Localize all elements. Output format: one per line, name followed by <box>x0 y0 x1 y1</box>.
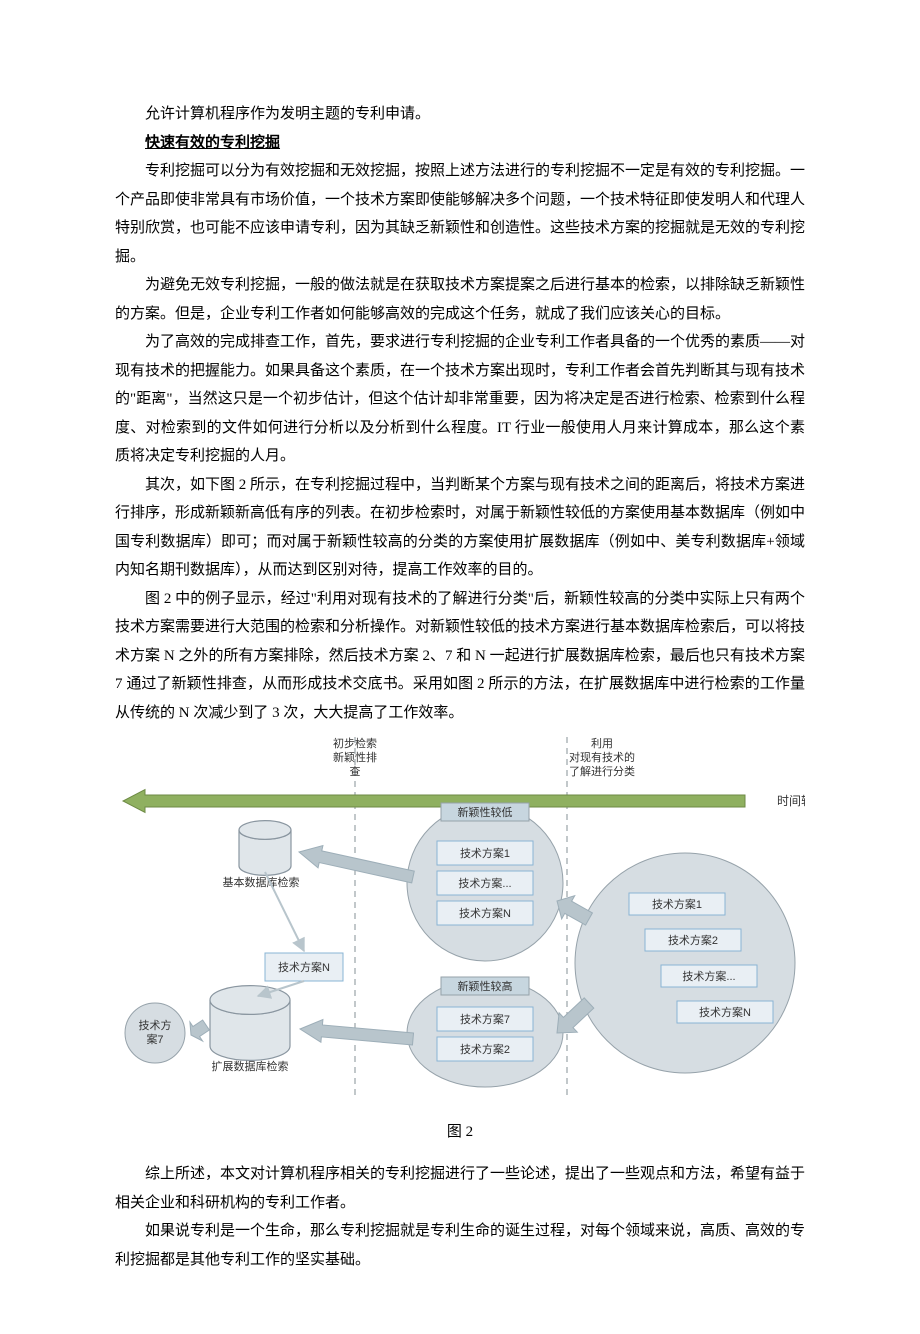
para-5: 图 2 中的例子显示，经过"利用对现有技术的了解进行分类"后，新颖性较高的分类中… <box>115 585 805 728</box>
svg-text:初步检索: 初步检索 <box>333 736 377 750</box>
svg-text:扩展数据库检索: 扩展数据库检索 <box>212 1059 289 1073</box>
para-7: 如果说专利是一个生命，那么专利挖掘就是专利生命的诞生过程，对每个领域来说，高质、… <box>115 1217 805 1274</box>
figure-2-svg: 初步检索新颖性排查 利用对现有技术的了解进行分类时间轴技术方案1 技术方案2 技术方案… <box>115 733 805 1103</box>
svg-text:对现有技术的: 对现有技术的 <box>569 750 635 764</box>
svg-text:基本数据库检索: 基本数据库检索 <box>223 875 300 889</box>
para-2: 为避免无效专利挖掘，一般的做法就是在获取技术方案提案之后进行基本的检索，以排除缺… <box>115 271 805 328</box>
para-3: 为了高效的完成排查工作，首先，要求进行专利挖掘的企业专利工作者具备的一个优秀的素… <box>115 328 805 471</box>
para-4: 其次，如下图 2 所示，在专利挖掘过程中，当判断某个方案与现有技术之间的距离后，… <box>115 471 805 585</box>
svg-text:技术方案1: 技术方案1 <box>460 846 510 860</box>
svg-text:技术方案1: 技术方案1 <box>652 897 702 911</box>
svg-text:技术方案...: 技术方案... <box>458 876 511 890</box>
svg-text:时间轴: 时间轴 <box>777 793 805 808</box>
para-1: 专利挖掘可以分为有效挖掘和无效挖掘，按照上述方法进行的专利挖掘不一定是有效的专利… <box>115 157 805 271</box>
section-heading: 快速有效的专利挖掘 <box>115 129 805 158</box>
svg-text:技术方案7: 技术方案7 <box>460 1012 510 1026</box>
spacer <box>115 1146 805 1160</box>
svg-text:技术方案2: 技术方案2 <box>668 933 718 947</box>
svg-text:案7: 案7 <box>146 1032 163 1046</box>
svg-text:技术方案N: 技术方案N <box>699 1005 751 1019</box>
svg-text:技术方案N: 技术方案N <box>459 906 511 920</box>
svg-text:技术方案...: 技术方案... <box>682 969 735 983</box>
figure-2-caption: 图 2 <box>115 1118 805 1147</box>
svg-text:查: 查 <box>350 764 361 778</box>
para-6: 综上所述，本文对计算机程序相关的专利挖掘进行了一些论述，提出了一些观点和方法，希… <box>115 1160 805 1217</box>
para-lead: 允许计算机程序作为发明主题的专利申请。 <box>115 100 805 129</box>
svg-text:技术方案2: 技术方案2 <box>460 1042 510 1056</box>
svg-text:新颖性排: 新颖性排 <box>333 750 377 764</box>
svg-text:了解进行分类: 了解进行分类 <box>569 764 635 778</box>
svg-text:技术方案N: 技术方案N <box>278 960 330 974</box>
svg-text:技术方: 技术方 <box>139 1018 172 1032</box>
svg-text:新颖性较低: 新颖性较低 <box>458 805 513 819</box>
svg-text:利用: 利用 <box>591 737 613 750</box>
figure-2: 初步检索新颖性排查 利用对现有技术的了解进行分类时间轴技术方案1 技术方案2 技术方案… <box>115 733 805 1114</box>
svg-text:新颖性较高: 新颖性较高 <box>458 979 513 993</box>
